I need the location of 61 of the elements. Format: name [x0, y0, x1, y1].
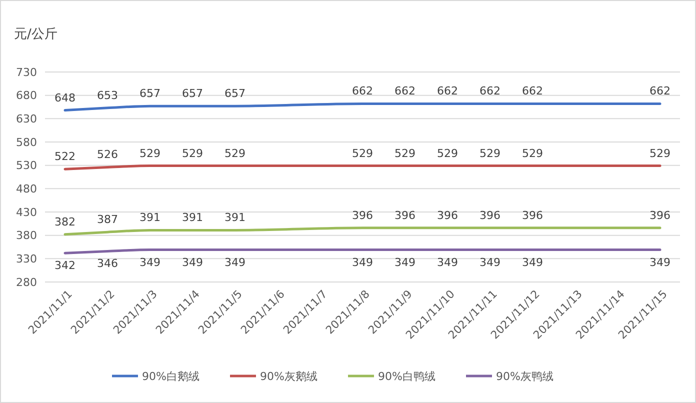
data-label: 349 — [140, 256, 160, 269]
data-label: 349 — [182, 256, 203, 269]
data-label: 522 — [54, 150, 76, 164]
data-label: 391 — [182, 211, 203, 224]
data-label: 529 — [437, 146, 458, 160]
y-axis-title: 元/公斤 — [14, 27, 58, 42]
y-tick-label: 480 — [16, 182, 37, 196]
data-label: 349 — [394, 256, 416, 269]
data-label: 391 — [224, 211, 246, 224]
data-label: 396 — [522, 208, 543, 222]
data-label: 529 — [182, 146, 203, 160]
line-series — [64, 226, 662, 236]
data-label: 349 — [437, 256, 458, 269]
legend-label: 90%白鸭绒 — [378, 370, 436, 383]
data-label: 396 — [437, 208, 458, 222]
y-tick-label: 630 — [16, 112, 37, 126]
data-label: 662 — [650, 84, 670, 98]
data-label: 396 — [352, 208, 373, 222]
data-label: 349 — [480, 256, 500, 269]
data-label: 349 — [224, 256, 246, 269]
y-tick-label: 430 — [16, 206, 37, 219]
data-label: 396 — [480, 208, 500, 222]
data-label: 653 — [97, 88, 118, 102]
y-tick-label: 730 — [16, 66, 37, 79]
y-tick-label: 330 — [16, 252, 37, 266]
data-label: 529 — [480, 146, 500, 160]
data-label: 529 — [352, 146, 373, 160]
data-label: 662 — [437, 84, 458, 98]
data-label: 662 — [394, 84, 416, 98]
data-label: 396 — [650, 208, 670, 222]
data-label: 396 — [394, 208, 416, 222]
data-label: 526 — [97, 148, 118, 162]
data-label: 391 — [140, 211, 160, 224]
y-tick-label: 580 — [16, 136, 37, 149]
data-label: 349 — [650, 256, 670, 269]
data-label: 349 — [522, 256, 543, 269]
data-label: 662 — [522, 84, 543, 98]
line-series — [64, 102, 662, 112]
data-label: 657 — [140, 87, 160, 100]
data-label: 349 — [352, 256, 373, 269]
legend-label: 90%灰鹅绒 — [260, 370, 318, 383]
data-label: 529 — [650, 146, 670, 160]
data-label: 346 — [97, 257, 118, 270]
y-tick-label: 280 — [16, 276, 37, 289]
legend-label: 90%灰鸭绒 — [496, 370, 554, 383]
data-label: 529 — [140, 146, 160, 160]
data-label: 662 — [352, 84, 373, 98]
legend-label: 90%白鹅绒 — [142, 370, 200, 383]
y-tick-label: 380 — [16, 229, 37, 242]
y-tick-label: 680 — [16, 89, 37, 102]
data-label: 387 — [97, 213, 118, 226]
data-label: 529 — [394, 146, 416, 160]
data-label: 662 — [480, 84, 500, 98]
data-label: 648 — [54, 91, 76, 104]
data-label: 529 — [522, 146, 543, 160]
data-label: 657 — [224, 87, 246, 100]
data-label: 529 — [224, 146, 246, 160]
data-label: 382 — [54, 215, 76, 228]
data-label: 342 — [54, 259, 76, 272]
data-label: 657 — [182, 87, 203, 100]
y-tick-label: 530 — [16, 159, 37, 172]
